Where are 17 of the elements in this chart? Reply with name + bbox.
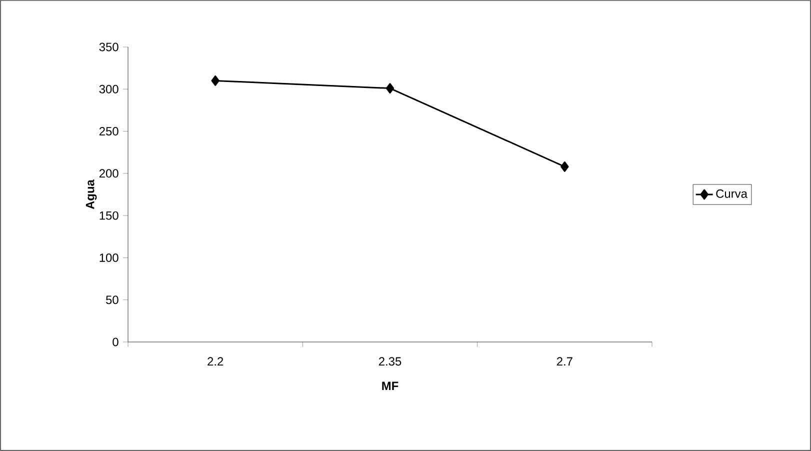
y-tick-label: 0 — [112, 338, 118, 346]
legend-label: Curva — [716, 189, 748, 198]
y-tick-label: 300 — [99, 84, 118, 94]
x-tick-label: 2.7 — [556, 357, 572, 366]
x-tick-label: 2.2 — [208, 357, 224, 366]
y-tick-label: 350 — [99, 42, 118, 52]
x-axis-title: MF — [382, 382, 398, 390]
point — [386, 83, 394, 94]
y-tick-label: 200 — [99, 169, 118, 178]
x-tick-label: 2.35 — [378, 357, 402, 366]
y-tick-label: 250 — [99, 127, 118, 136]
y-tick-label: 50 — [106, 296, 118, 304]
point — [211, 75, 220, 86]
y-axis-title: Agua — [86, 179, 97, 210]
y-tick-label: 150 — [100, 211, 118, 220]
y-tick-label: 100 — [100, 253, 118, 262]
point — [560, 161, 569, 172]
